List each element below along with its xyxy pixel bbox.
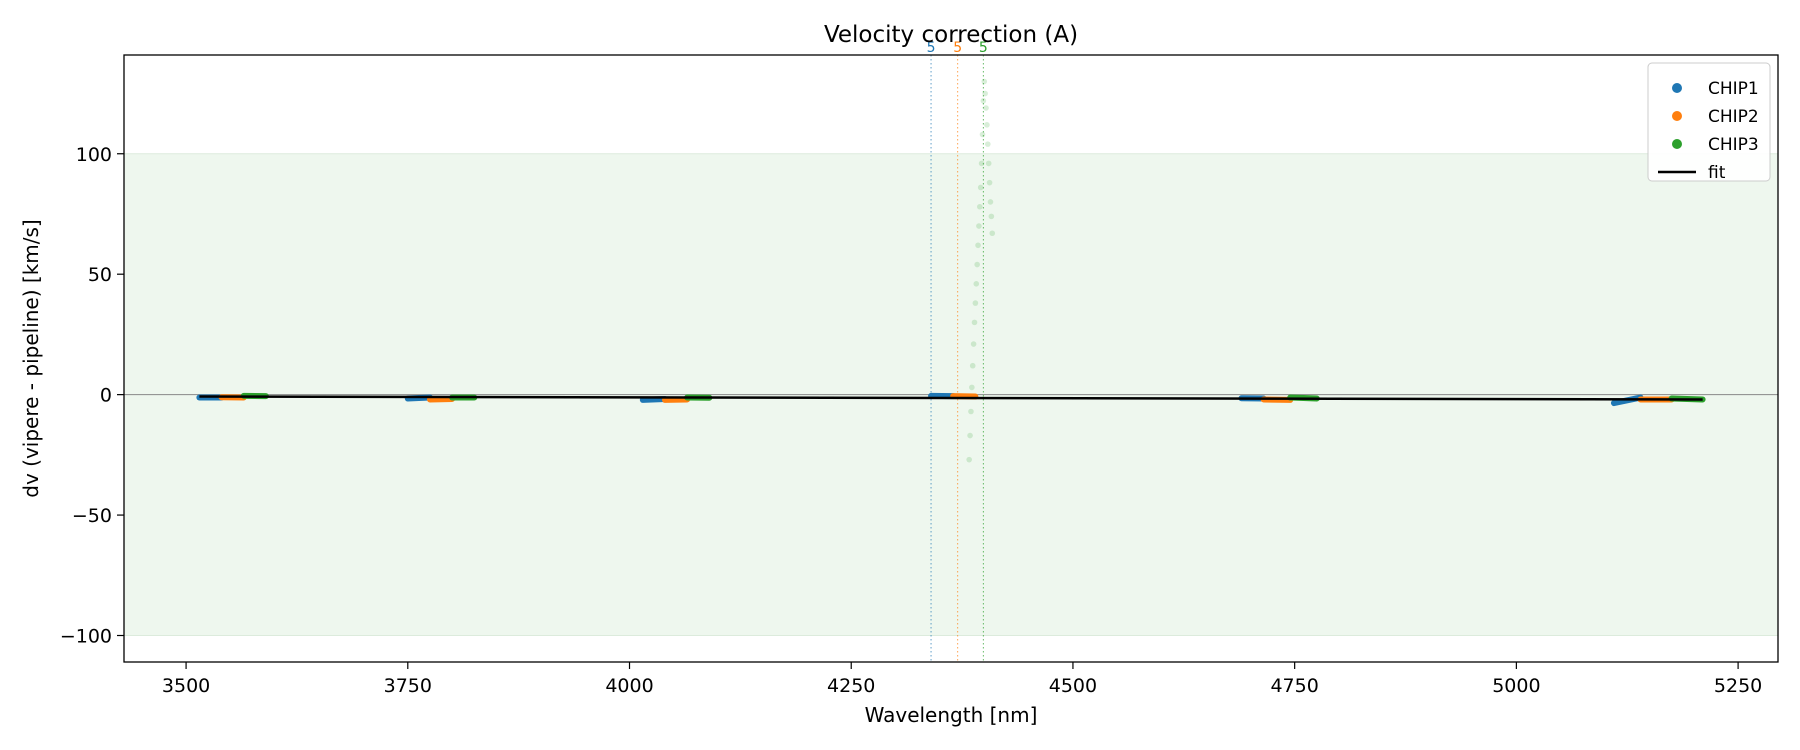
y-tick-label: 50 — [88, 264, 112, 286]
outlier-point — [968, 408, 974, 415]
x-tick-label: 4000 — [605, 675, 653, 697]
outlier-point — [972, 300, 979, 306]
x-tick-label: 4250 — [827, 675, 875, 697]
outlier-point — [989, 230, 996, 237]
outlier-point — [976, 223, 982, 229]
outlier-point — [980, 97, 987, 104]
outlier-point — [977, 184, 984, 191]
fit-line — [199, 395, 1703, 401]
y-tick-label: −50 — [72, 505, 112, 527]
x-tick-label: 3500 — [162, 675, 210, 697]
outlier-point — [982, 90, 988, 97]
legend-swatch-chip3 — [1672, 139, 1682, 149]
legend-label-chip3: CHIP3 — [1708, 135, 1759, 155]
outlier-point — [985, 160, 992, 167]
legend-label-chip1: CHIP1 — [1708, 79, 1759, 99]
outlier-point — [977, 203, 983, 210]
legend-swatch-chip2 — [1672, 111, 1682, 121]
x-tick-label: 5000 — [1492, 675, 1540, 697]
outlier-point — [987, 199, 994, 205]
x-tick-label: 4500 — [1049, 675, 1097, 697]
x-tick-label: 4750 — [1270, 675, 1318, 697]
y-tick-label: 0 — [100, 385, 112, 407]
outlier-point — [970, 341, 977, 347]
outlier-point — [983, 105, 989, 111]
series-segment-chip1 — [639, 395, 668, 403]
outlier-point — [988, 213, 995, 220]
chart-title: Velocity correction (A) — [824, 22, 1078, 48]
outlier-point — [974, 261, 980, 268]
outlier-point — [967, 432, 973, 439]
outlier-point — [985, 141, 991, 147]
y-tick-label: 100 — [76, 144, 112, 166]
outlier-point — [969, 362, 976, 369]
x-tick-label: 5250 — [1714, 675, 1762, 697]
y-axis-label: dv (vipere - pipeline) [km/s] — [19, 219, 43, 497]
chip-marker-label-chip3: 5 — [979, 40, 988, 56]
chip-marker-label-chip1: 5 — [927, 40, 936, 56]
legend-swatch-chip1 — [1672, 83, 1682, 93]
outlier-point — [975, 242, 981, 249]
plot-frame — [123, 54, 1779, 663]
chip-marker-label-chip2: 5 — [953, 40, 962, 56]
x-tick-label: 3750 — [384, 675, 432, 697]
outlier-point — [981, 78, 988, 85]
outlier-point — [986, 179, 993, 186]
legend-label-fit: fit — [1708, 163, 1726, 183]
y-tick-label: −100 — [60, 626, 112, 648]
outlier-point — [973, 281, 980, 287]
outlier-point — [971, 319, 978, 326]
legend-label-chip2: CHIP2 — [1708, 107, 1759, 127]
outlier-point — [979, 131, 986, 138]
legend: CHIP1 CHIP2 CHIP3 fit — [1647, 62, 1771, 183]
x-axis-label: Wavelength [nm] — [865, 703, 1038, 727]
outlier-point — [966, 456, 972, 463]
outlier-point — [969, 384, 975, 391]
outlier-point — [978, 160, 985, 167]
outlier-point — [984, 122, 990, 128]
